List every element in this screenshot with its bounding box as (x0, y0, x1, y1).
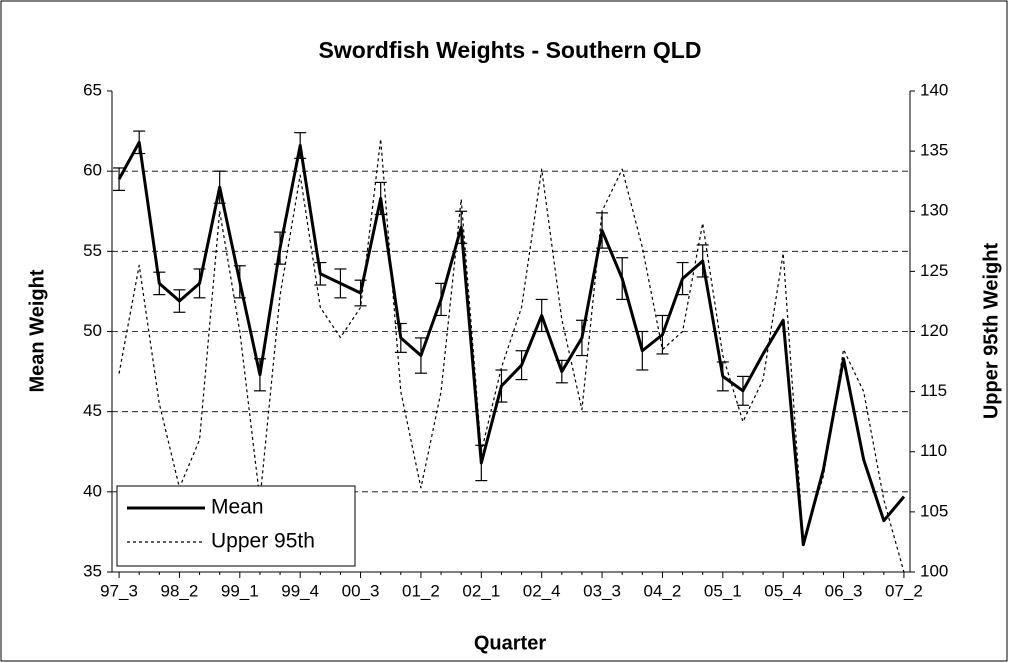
x-tick-label: 99_1 (221, 581, 259, 600)
y-tick-label: 50 (83, 321, 102, 340)
error-bar (274, 231, 287, 265)
x-axis-title: Quarter (474, 632, 546, 654)
y2-tick-label: 140 (920, 80, 948, 99)
chart-title: Swordfish Weights - Southern QLD (319, 37, 702, 63)
y-tick-label: 55 (83, 241, 102, 260)
error-bar (636, 330, 649, 371)
error-bar (354, 279, 367, 307)
x-tick-label: 01_2 (402, 581, 440, 600)
y2-tick-label: 115 (920, 381, 947, 400)
series-line (117, 140, 906, 547)
error-bar (173, 289, 186, 313)
y-tick-label: 40 (83, 481, 102, 500)
x-tick-label: 02_1 (462, 581, 500, 600)
error-bar (133, 130, 146, 155)
y2-tick-label: 130 (920, 201, 948, 220)
error-bar (414, 337, 427, 374)
y-tick-label: 35 (83, 561, 102, 580)
legend-label: Mean (211, 496, 264, 519)
y2-tick-label: 100 (920, 561, 948, 580)
y2-axis-title: Upper 95th Weight (980, 243, 1002, 420)
y-tick-label: 60 (83, 161, 102, 180)
error-bar (435, 282, 448, 317)
y2-tick-label: 120 (920, 321, 948, 340)
x-tick-label: 05_1 (704, 581, 742, 600)
error-bar (394, 322, 407, 353)
x-tick-label: 99_4 (281, 581, 319, 600)
error-bar (113, 167, 126, 192)
error-bar (193, 268, 206, 299)
y2-tick-label: 105 (920, 501, 948, 520)
x-tick-label: 05_4 (764, 581, 802, 600)
y-axis-title: Mean Weight (26, 269, 48, 392)
error-bar (294, 132, 307, 159)
error-bar (716, 361, 729, 392)
error-bar (575, 319, 588, 357)
error-bar (374, 181, 387, 216)
x-tick-label: 04_2 (644, 581, 682, 600)
error-bar (616, 257, 629, 301)
x-tick-label: 06_3 (825, 581, 863, 600)
error-bar (153, 271, 166, 296)
error-bar (334, 268, 347, 299)
legend-label: Upper 95th (211, 530, 315, 553)
x-tick-label: 00_3 (342, 581, 380, 600)
error-bar (233, 265, 246, 299)
error-bar (676, 261, 689, 296)
series-line (118, 138, 905, 573)
error-bar (213, 170, 226, 204)
error-bar (253, 358, 266, 392)
error-bar (314, 261, 327, 286)
error-bar (656, 314, 669, 355)
error-bar (555, 359, 568, 384)
y-tick-label: 65 (83, 80, 102, 99)
legend-box (116, 485, 356, 567)
y2-tick-label: 125 (920, 261, 948, 280)
x-tick-label: 97_3 (100, 581, 138, 600)
x-tick-label: 98_2 (161, 581, 199, 600)
y2-tick-label: 135 (920, 141, 948, 160)
x-tick-label: 03_3 (583, 581, 621, 600)
error-bar (736, 375, 749, 406)
error-bar (535, 298, 548, 333)
x-tick-label: 07_2 (885, 581, 923, 600)
y-tick-label: 45 (83, 401, 102, 420)
y2-tick-label: 110 (920, 441, 947, 460)
x-tick-label: 02_4 (523, 581, 561, 600)
error-bar (515, 350, 528, 381)
